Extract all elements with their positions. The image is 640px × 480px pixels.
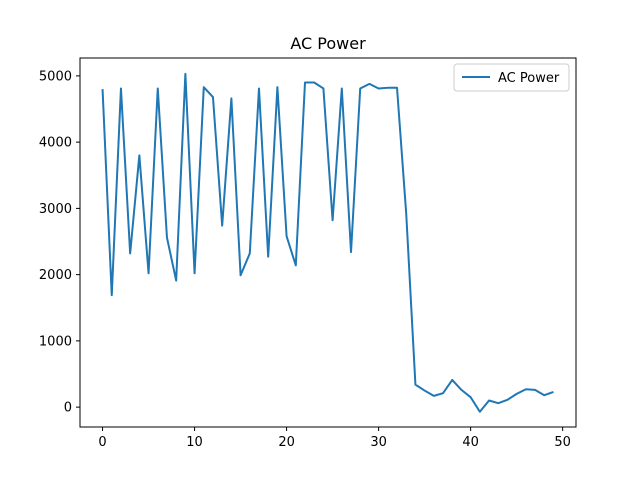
x-tick-label: 20: [278, 435, 295, 450]
chart-title: AC Power: [290, 34, 366, 53]
x-tick-label: 50: [554, 435, 571, 450]
x-tick-label: 10: [186, 435, 203, 450]
x-tick-label: 30: [370, 435, 387, 450]
y-axis-ticks: 0 1000 2000 3000 4000 5000: [39, 69, 80, 416]
series-line-0: [101, 72, 554, 413]
y-tick-label: 4000: [39, 136, 72, 151]
y-tick-label: 2000: [39, 268, 72, 283]
y-tick-label: 0: [64, 401, 72, 416]
legend: AC Power: [453, 63, 570, 92]
y-tick-label: 1000: [39, 334, 72, 349]
x-tick-label: 0: [98, 435, 106, 450]
x-axis-ticks: 0 10 20 30 40 50: [98, 427, 571, 450]
legend-label: AC Power: [498, 71, 560, 86]
x-tick-label: 40: [462, 435, 479, 450]
plot-area-frame: [79, 57, 577, 428]
legend-box: [453, 63, 570, 92]
series-layer: [101, 72, 554, 413]
y-tick-label: 5000: [39, 69, 72, 84]
y-tick-label: 3000: [39, 202, 72, 217]
